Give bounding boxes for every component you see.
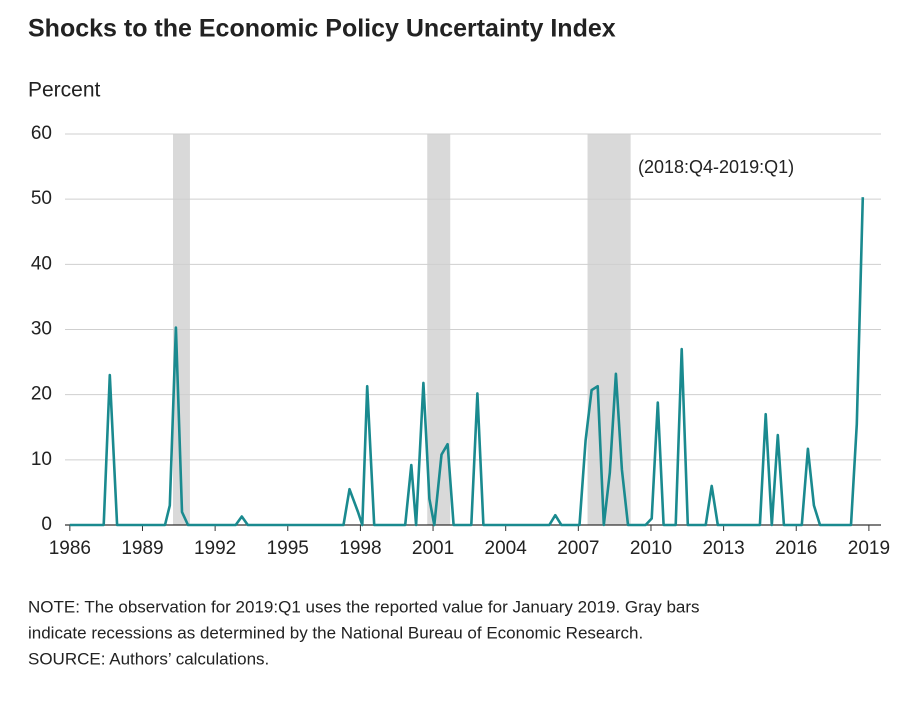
note: SOURCE: Authors’ calculations. [28, 649, 269, 668]
x-tick-label: 1992 [194, 538, 236, 559]
y-tick-label: 0 [41, 514, 52, 535]
x-tick-label: 2007 [557, 538, 599, 559]
annotation: (2018:Q4-2019:Q1) [638, 157, 794, 177]
y-tick-label: 30 [31, 319, 52, 340]
note: NOTE: The observation for 2019:Q1 uses t… [28, 597, 700, 616]
y-tick-label: 50 [31, 188, 52, 209]
x-tick-label: 1989 [121, 538, 163, 559]
x-tick-label: 2004 [485, 538, 528, 559]
x-tick-label: 1995 [267, 538, 309, 559]
data-line [69, 197, 865, 527]
y-tick-label: 40 [31, 253, 52, 274]
chart-title: Shocks to the Economic Policy Uncertaint… [28, 15, 616, 43]
x-tick-label: 2016 [775, 538, 817, 559]
x-tick-label: 2001 [412, 538, 454, 559]
y-tick-label: 20 [31, 384, 52, 405]
x-tick-label: 1998 [339, 538, 381, 559]
x-tick-label: 2010 [630, 538, 672, 559]
y-axis-label: Percent [28, 79, 101, 102]
note: indicate recessions as determined by the… [28, 623, 643, 642]
y-tick-label: 60 [31, 123, 52, 144]
x-tick-label: 2013 [702, 538, 744, 559]
x-tick-label: 1986 [49, 538, 91, 559]
y-tick-label: 10 [31, 449, 52, 470]
x-tick-label: 2019 [848, 538, 890, 559]
